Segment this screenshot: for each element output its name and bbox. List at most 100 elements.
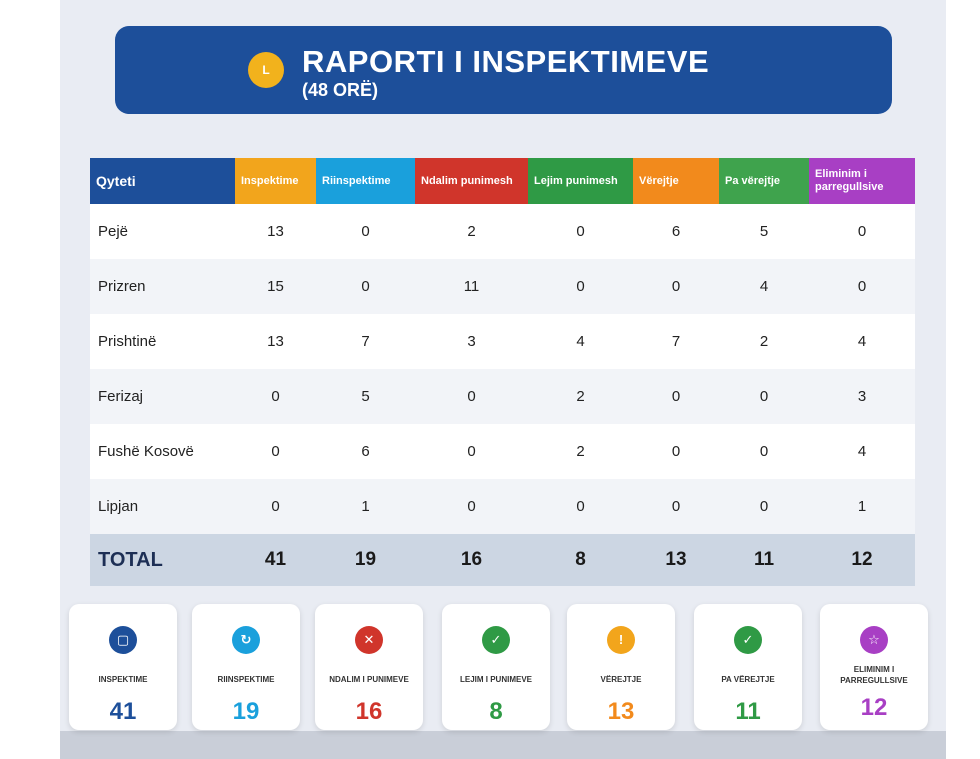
value-cell: 0 (316, 259, 415, 314)
table-header-row: Qyteti Inspektime Riinspektime Ndalim pu… (90, 158, 915, 204)
table-row: Lipjan 0 1 0 0 0 0 1 (90, 479, 915, 534)
value-cell: 0 (528, 204, 633, 259)
value-cell: 1 (809, 479, 915, 534)
card-value: 13 (607, 698, 635, 725)
value-cell: 3 (415, 314, 528, 369)
city-cell: Lipjan (90, 479, 235, 534)
value-cell: 6 (633, 204, 719, 259)
value-cell: 6 (316, 424, 415, 479)
value-cell: 0 (809, 259, 915, 314)
clock-icon: L (248, 52, 284, 88)
card-value: 12 (860, 694, 888, 721)
summary-card: ↻ RIINSPEKTIME 19 (192, 604, 300, 730)
square-icon: ▢ (109, 626, 137, 654)
card-label: VËREJTJE (600, 675, 642, 684)
column-header-ndalim: Ndalim punimesh (415, 158, 528, 204)
page-subtitle: (48 ORË) (302, 80, 379, 100)
value-cell: 7 (633, 314, 719, 369)
card-value: 19 (232, 698, 260, 725)
summary-card: ☆ ELIMINIM I PARREGULLSIVE 12 (820, 604, 928, 730)
city-cell: Fushë Kosovë (90, 424, 235, 479)
x-icon: ✕ (355, 626, 383, 654)
refresh-icon: ↻ (232, 626, 260, 654)
table-row: Prishtinë 13 7 3 4 7 2 4 (90, 314, 915, 369)
card-value: 41 (109, 698, 137, 725)
column-header-city: Qyteti (90, 158, 235, 204)
value-cell: 0 (528, 259, 633, 314)
value-cell: 0 (719, 479, 809, 534)
value-cell: 3 (809, 369, 915, 424)
card-value: 11 (735, 698, 761, 725)
summary-card: ✕ NDALIM I PUNIMEVE 16 (315, 604, 423, 730)
table-row: Pejë 13 0 2 0 6 5 0 (90, 204, 915, 259)
card-value: 16 (355, 698, 383, 725)
column-header-verejtje: Vërejtje (633, 158, 719, 204)
total-value: 41 (235, 534, 316, 586)
city-cell: Pejë (90, 204, 235, 259)
card-value: 8 (489, 698, 503, 725)
value-cell: 0 (633, 479, 719, 534)
value-cell: 0 (809, 204, 915, 259)
card-label: INSPEKTIME (98, 675, 148, 684)
value-cell: 4 (528, 314, 633, 369)
value-cell: 0 (633, 424, 719, 479)
value-cell: 4 (809, 424, 915, 479)
inspection-table: Qyteti Inspektime Riinspektime Ndalim pu… (90, 158, 915, 586)
star-icon: ☆ (860, 626, 888, 654)
city-cell: Prizren (90, 259, 235, 314)
value-cell: 1 (316, 479, 415, 534)
value-cell: 0 (528, 479, 633, 534)
value-cell: 0 (633, 369, 719, 424)
table-body: Pejë 13 0 2 0 6 5 0 Prizren 15 0 11 0 0 4 0 Prishtinë 13 7… (90, 204, 915, 586)
value-cell: 2 (528, 424, 633, 479)
value-cell: 13 (235, 314, 316, 369)
value-cell: 0 (719, 369, 809, 424)
total-value: 12 (809, 534, 915, 586)
value-cell: 15 (235, 259, 316, 314)
card-label: LEJIM I PUNIMEVE (459, 675, 532, 684)
check-icon: ✓ (734, 626, 762, 654)
value-cell: 2 (528, 369, 633, 424)
check-icon: ✓ (482, 626, 510, 654)
card-label: NDALIM I PUNIMEVE (329, 675, 409, 684)
table-row: Ferizaj 0 5 0 2 0 0 3 (90, 369, 915, 424)
value-cell: 0 (719, 424, 809, 479)
card-label: PA VËREJTJE (721, 675, 775, 684)
value-cell: 0 (415, 369, 528, 424)
city-cell: Prishtinë (90, 314, 235, 369)
value-cell: 0 (415, 479, 528, 534)
value-cell: 4 (809, 314, 915, 369)
table-row: Fushë Kosovë 0 6 0 2 0 0 4 (90, 424, 915, 479)
exclamation-icon: ! (607, 626, 635, 654)
column-header-eliminim: Eliminim i parregullsive (809, 158, 915, 204)
value-cell: 2 (415, 204, 528, 259)
total-value: 11 (719, 534, 809, 586)
column-header-riinspektime: Riinspektime (316, 158, 415, 204)
value-cell: 0 (316, 204, 415, 259)
total-value: 19 (316, 534, 415, 586)
column-header-pa-verejtje: Pa vërejtje (719, 158, 809, 204)
city-cell: Ferizaj (90, 369, 235, 424)
total-label: TOTAL (90, 534, 235, 586)
summary-card: ✓ PA VËREJTJE 11 (694, 604, 802, 730)
table-row: Prizren 15 0 11 0 0 4 0 (90, 259, 915, 314)
total-value: 16 (415, 534, 528, 586)
header-banner (115, 26, 892, 114)
value-cell: 5 (316, 369, 415, 424)
column-header-inspektime: Inspektime (235, 158, 316, 204)
value-cell: 5 (719, 204, 809, 259)
value-cell: 0 (415, 424, 528, 479)
value-cell: 2 (719, 314, 809, 369)
value-cell: 0 (235, 424, 316, 479)
summary-card: ! VËREJTJE 13 (567, 604, 675, 730)
bottom-strip (60, 731, 946, 759)
value-cell: 0 (633, 259, 719, 314)
summary-card: ✓ LEJIM I PUNIMEVE 8 (442, 604, 550, 730)
column-header-lejim: Lejim punimesh (528, 158, 633, 204)
total-value: 8 (528, 534, 633, 586)
total-row: TOTAL 41 19 16 8 13 11 12 (90, 534, 915, 586)
summary-card: ▢ INSPEKTIME 41 (69, 604, 177, 730)
value-cell: 0 (235, 369, 316, 424)
card-label: RIINSPEKTIME (217, 675, 275, 684)
card-label: ELIMINIM I PARREGULLSIVE (840, 665, 908, 685)
